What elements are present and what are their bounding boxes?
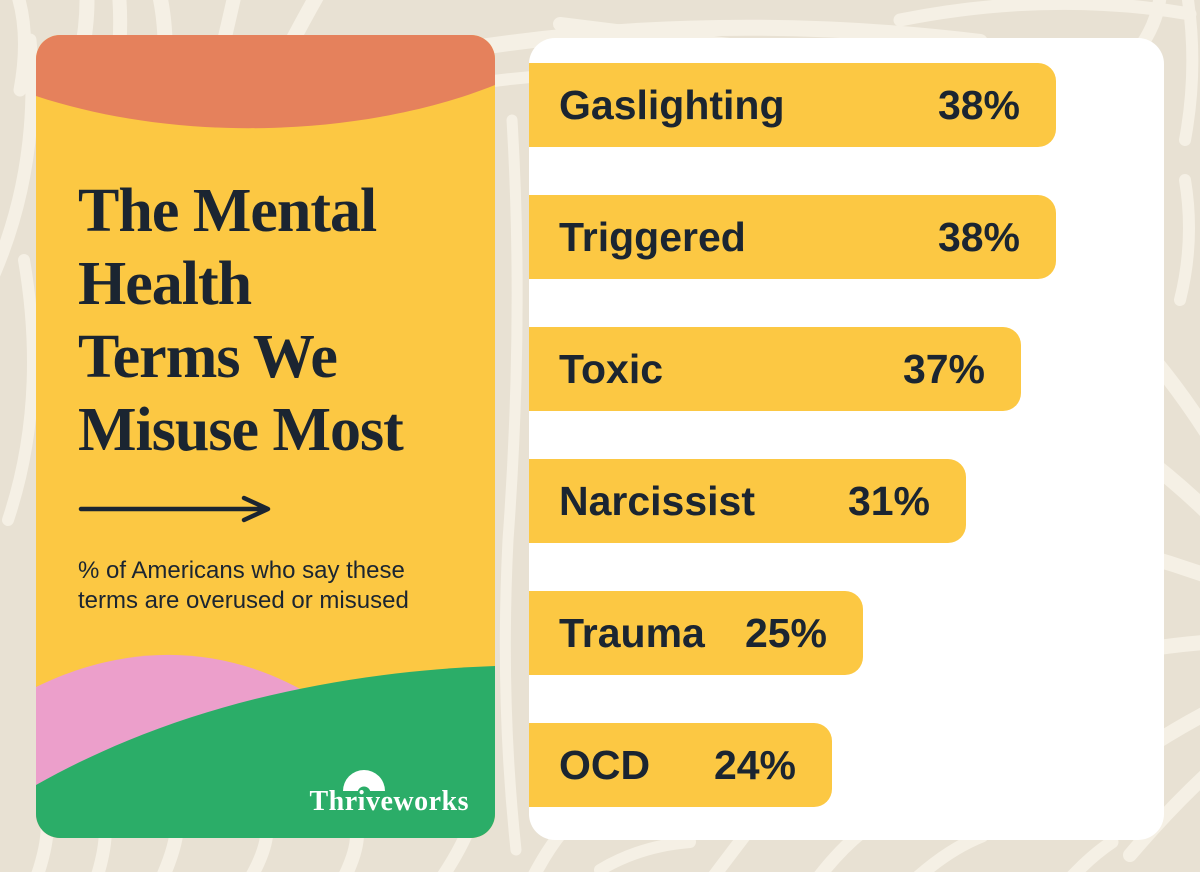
title-line: The Mental (78, 177, 377, 245)
bar-chart: Gaslighting 38% Triggered 38% Toxic 37% Narcis… (529, 38, 1164, 840)
logo-wordmark: Thriveworks (309, 786, 469, 817)
title-line: Misuse Most (78, 396, 404, 464)
arrow-right-icon (78, 495, 271, 523)
bar-value-label: 38% (937, 213, 1020, 260)
subtitle-line: % of Americans who say these (78, 557, 405, 584)
chart-subtitle: % of Americans who say these terms are o… (78, 556, 468, 616)
bar-category-label: Triggered (559, 213, 746, 260)
bar-value-label: 25% (744, 609, 827, 656)
bar-value-label: 37% (902, 345, 985, 392)
thriveworks-logo: Thriveworks (309, 768, 470, 817)
bar-triggered: Triggered 38% (529, 195, 1056, 279)
bar-value-label: 31% (847, 477, 930, 524)
bar-category-label: Toxic (559, 345, 664, 392)
bar-category-label: Gaslighting (559, 81, 785, 128)
bar-category-label: OCD (559, 741, 651, 788)
bar-value-label: 24% (713, 741, 796, 788)
bar-category-label: Trauma (559, 609, 705, 656)
bar-trauma: Trauma 25% (529, 591, 863, 675)
bar-ocd: OCD 24% (529, 723, 832, 807)
dome-sunrise-icon (342, 770, 385, 792)
bar-category-label: Narcissist (559, 477, 756, 524)
bar-toxic: Toxic 37% (529, 327, 1021, 411)
page-title: The Mental Health Terms We Misuse Most (78, 175, 458, 467)
green-hill-shape (36, 666, 495, 838)
title-card: The Mental Health Terms We Misuse Most %… (36, 35, 495, 838)
bar-gaslighting: Gaslighting 38% (529, 63, 1056, 147)
title-line: Health (78, 250, 252, 318)
subtitle-line: terms are overused or misused (78, 587, 409, 614)
title-line: Terms We (78, 323, 338, 391)
bar-value-label: 38% (937, 81, 1020, 128)
coral-arc-shape (36, 35, 495, 129)
bar-narcissist: Narcissist 31% (529, 459, 966, 543)
chart-panel: Gaslighting 38% Triggered 38% Toxic 37% Narcis… (529, 38, 1164, 840)
organic-shapes (36, 35, 495, 838)
